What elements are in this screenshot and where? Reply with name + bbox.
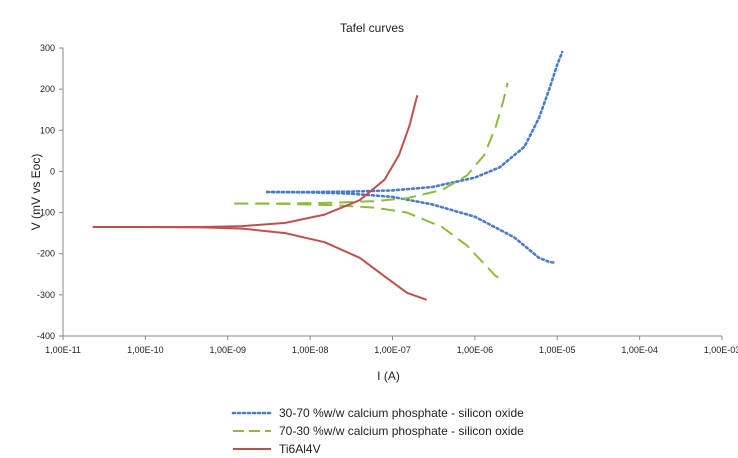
x-tick-label: 1,00E-09 [209, 345, 246, 355]
x-tick-label: 1,00E-07 [374, 345, 411, 355]
y-axis-label: V (mV vs Eoc) [29, 154, 43, 231]
series-2-anodic-branch [234, 82, 509, 205]
x-axis-label: I (A) [377, 369, 400, 383]
legend-label-2: 70-30 %w/w calcium phosphate - silicon o… [279, 424, 524, 438]
x-tick-label: 1,00E-05 [539, 345, 576, 355]
x-tick-label: 1,00E-03 [704, 345, 738, 355]
series-1 [265, 50, 564, 265]
series-2 [234, 82, 509, 281]
x-tick-label: 1,00E-10 [127, 345, 164, 355]
series-3 [92, 95, 428, 301]
series-2-cathodic-branch [234, 202, 504, 281]
y-tick-label: 100 [40, 125, 55, 135]
x-tick-label: 1,00E-04 [621, 345, 658, 355]
chart-title: Tafel curves [340, 21, 404, 35]
x-tick-label: 1,00E-11 [45, 345, 81, 355]
y-tick-labels: 300 200 100 0 -100 -200 -300 -400 [37, 43, 55, 341]
y-tick-label: 300 [40, 43, 55, 53]
x-tick-label: 1,00E-06 [457, 345, 494, 355]
y-tick-label: -400 [37, 331, 55, 341]
legend-label-1: 30-70 %w/w calcium phosphate - silicon o… [279, 406, 524, 420]
y-tick-label: -200 [37, 249, 55, 259]
y-tick-label: 200 [40, 84, 55, 94]
x-tick-labels: 1,00E-11 1,00E-10 1,00E-09 1,00E-08 1,00E-07… [45, 345, 738, 355]
y-tick-label: -300 [37, 290, 55, 300]
legend-label-3: Ti6Al4V [279, 442, 321, 456]
series-3-cathodic-branch [92, 226, 428, 301]
legend: 30-70 %w/w calcium phosphate - silicon o… [231, 406, 524, 456]
plot-area [92, 50, 564, 301]
series-1-cathodic-branch [265, 190, 557, 265]
series-1-anodic-branch [265, 50, 564, 194]
x-tick-label: 1,00E-08 [292, 345, 329, 355]
y-tick-label: -100 [37, 208, 55, 218]
y-tick-label: 0 [50, 166, 55, 176]
axes [59, 47, 723, 340]
